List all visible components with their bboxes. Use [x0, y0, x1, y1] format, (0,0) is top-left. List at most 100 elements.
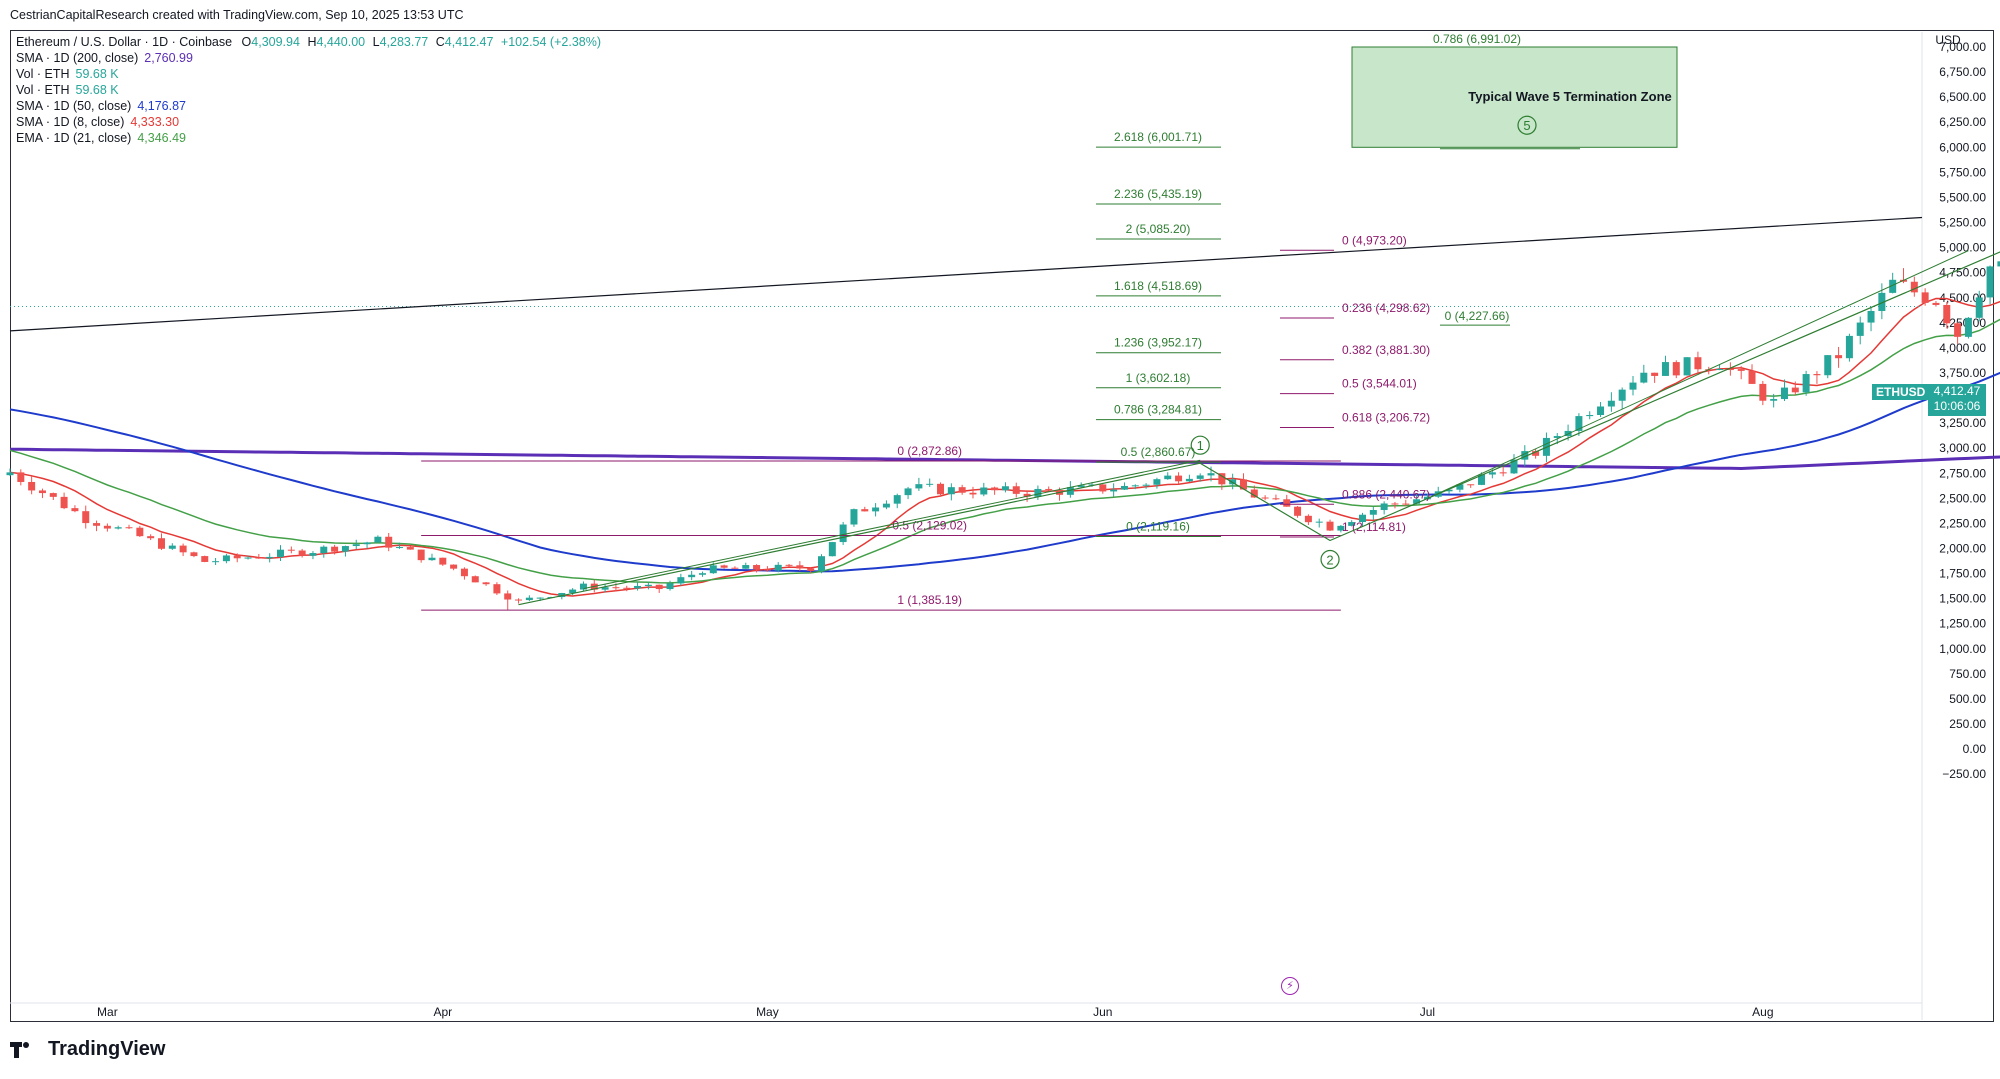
candle-body — [1261, 497, 1269, 499]
legend-indicator-row[interactable]: SMA · 1D (200, close) 2,760.99 — [16, 50, 601, 66]
candle-body — [212, 561, 220, 563]
legend-indicator-row[interactable]: EMA · 1D (21, close) 4,346.49 — [16, 130, 601, 146]
legend-indicator-row[interactable]: Vol · ETH 59.68 K — [16, 66, 601, 82]
y-tick-label: 0.00 — [1963, 742, 1987, 756]
candle-body — [1380, 503, 1388, 511]
x-tick-label: Mar — [97, 1005, 118, 1019]
candle-body — [287, 549, 295, 551]
wave5-zone — [1351, 46, 1678, 148]
candle-body — [666, 583, 674, 590]
candle-body — [969, 492, 977, 495]
candle-body — [1607, 400, 1615, 407]
candle-body — [1413, 499, 1421, 504]
candle-body — [1845, 335, 1853, 359]
candle-body — [1521, 451, 1529, 460]
candle-body — [1239, 479, 1247, 490]
legend-title-row: Ethereum / U.S. Dollar · 1D · Coinbase O… — [16, 34, 601, 50]
sma8-line — [9, 297, 2000, 597]
legend-indicator-row[interactable]: SMA · 1D (50, close) 4,176.87 — [16, 98, 601, 114]
candle-body — [136, 527, 144, 537]
y-tick-label: 4,750.00 — [1939, 266, 1986, 280]
candle-body — [893, 495, 901, 504]
candle-body — [1683, 357, 1691, 376]
candle-body — [222, 555, 230, 562]
candle-body — [190, 552, 198, 557]
fib-extension-2-label: 2.618 (6,001.71) — [1114, 130, 1202, 144]
candle-body — [1553, 436, 1561, 438]
candle-body — [93, 523, 101, 526]
candle-body — [1510, 459, 1518, 474]
elliott-wave-path — [518, 251, 2000, 606]
lightning-icon[interactable]: ⚡ — [1281, 977, 1299, 995]
ohlc-low: 4,283.77 — [379, 35, 429, 49]
candle-body — [980, 487, 988, 495]
candle-body — [1759, 383, 1767, 401]
candle-body — [201, 556, 209, 562]
candle-body — [882, 503, 890, 508]
candle-body — [1499, 472, 1507, 474]
candle-body — [698, 573, 706, 575]
y-tick-label: 3,000.00 — [1939, 441, 1986, 455]
candle-body — [1110, 489, 1118, 492]
indicator-label: Vol · ETH — [16, 67, 70, 81]
candle-body — [1737, 369, 1745, 371]
y-tick-label: 6,000.00 — [1939, 140, 1986, 154]
last-price-tag: ETHUSD 4,412.47 10:06:06 — [1872, 384, 1986, 416]
y-axis-currency-label: USD — [1935, 33, 1961, 47]
candle-body — [1726, 369, 1734, 371]
candle-body — [655, 584, 663, 590]
candle-body — [1478, 474, 1486, 485]
symbol-title[interactable]: Ethereum / U.S. Dollar · 1D · Coinbase — [16, 35, 233, 49]
indicator-label: Vol · ETH — [16, 83, 70, 97]
fib-retrace-1-label: 0.5 (2,129.02) — [892, 519, 967, 533]
candle-body — [60, 496, 68, 509]
candle-body — [1802, 374, 1810, 393]
candle-body — [1921, 292, 1929, 303]
y-tick-label: 6,500.00 — [1939, 90, 1986, 104]
candle-body — [125, 527, 133, 529]
y-tick-label: 750.00 — [1949, 667, 1986, 681]
candle-body — [1175, 475, 1183, 482]
candle-body — [298, 550, 306, 556]
candle-body — [309, 553, 317, 556]
candle-body — [958, 487, 966, 493]
indicator-value: 59.68 K — [75, 67, 119, 81]
candle-body — [1889, 279, 1897, 293]
indicator-value: 59.68 K — [75, 83, 119, 97]
indicator-value: 4,333.30 — [130, 115, 180, 129]
candle-body — [1672, 362, 1680, 376]
y-tick-label: 2,750.00 — [1939, 466, 1986, 480]
candle-body — [1867, 310, 1875, 323]
candle-body — [915, 484, 923, 489]
candle-body — [1250, 489, 1258, 498]
legend-indicator-row[interactable]: Vol · ETH 59.68 K — [16, 82, 601, 98]
wave-label-circle — [1320, 549, 1340, 570]
fib-retrace-3-label: 0 (4,973.20) — [1342, 233, 1407, 247]
candle-body — [471, 576, 479, 583]
indicator-label: EMA · 1D (21, close) — [16, 131, 132, 145]
ohlc-change: +102.54 (+2.38%) — [500, 35, 601, 49]
candle-body — [1066, 487, 1074, 495]
candle-body — [179, 545, 187, 553]
wave-label-circle — [1190, 435, 1210, 455]
candle-body — [1369, 510, 1377, 515]
candle-body — [396, 547, 404, 549]
legend-indicator-row[interactable]: SMA · 1D (8, close) 4,333.30 — [16, 114, 601, 130]
candle-body — [504, 593, 512, 600]
wave-label: 1 — [1197, 438, 1204, 453]
candle-body — [1283, 499, 1291, 507]
candle-body — [1001, 486, 1009, 491]
chart-panel[interactable] — [10, 30, 1994, 1022]
y-tick-label: 4,250.00 — [1939, 316, 1986, 330]
candle-body — [1943, 304, 1951, 324]
candle-body — [1272, 498, 1280, 500]
price-tag-price: 4,412.47 — [1933, 384, 1981, 398]
x-tick-label: May — [756, 1005, 779, 1019]
y-tick-label: −250.00 — [1942, 767, 1986, 781]
candle-body — [677, 577, 685, 584]
x-tick-label: Aug — [1752, 1005, 1773, 1019]
candle-body — [644, 584, 652, 586]
candle-body — [601, 587, 609, 590]
candle-body — [6, 472, 14, 476]
